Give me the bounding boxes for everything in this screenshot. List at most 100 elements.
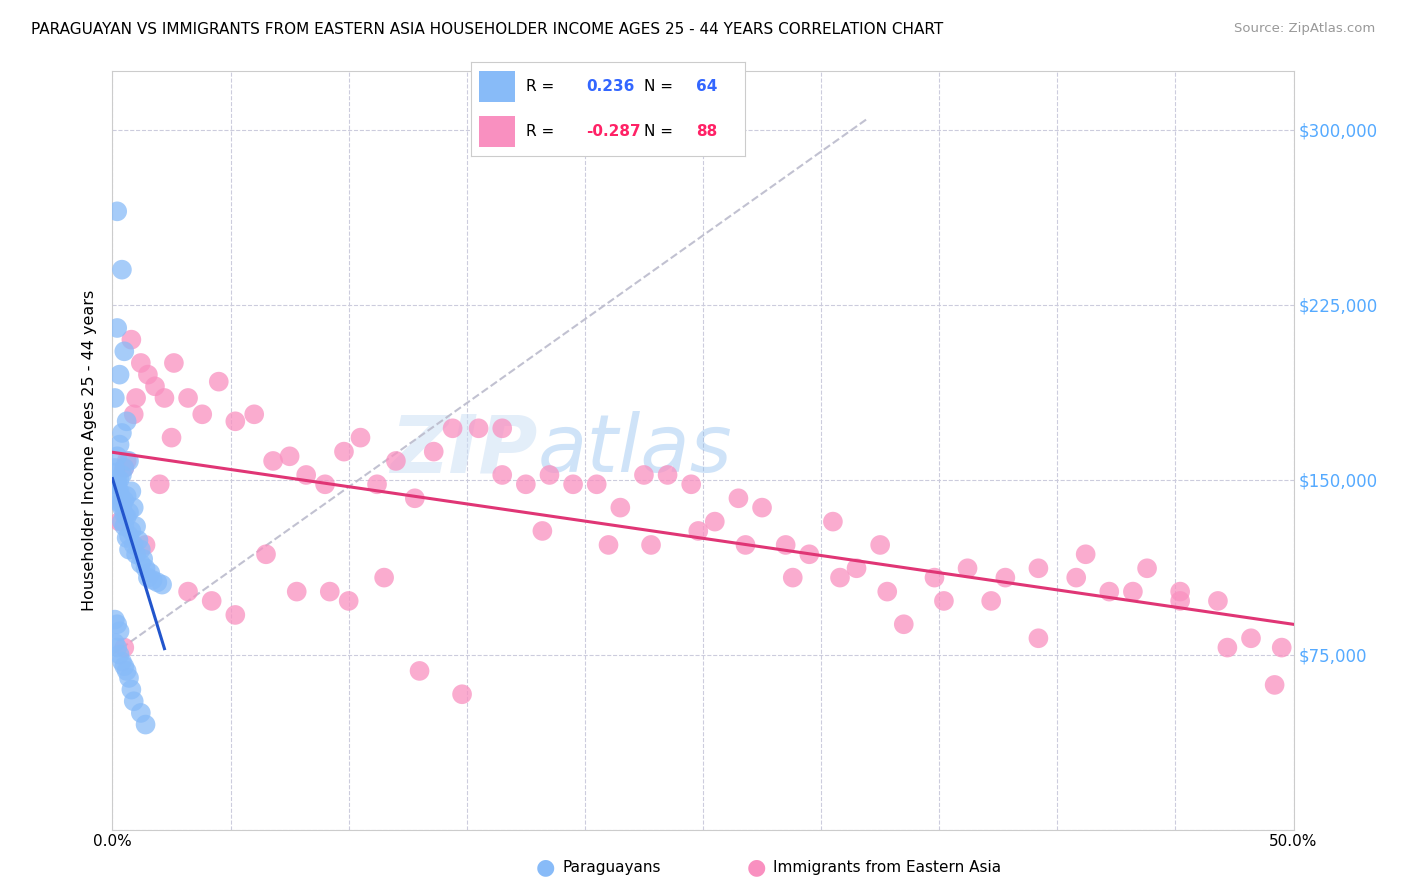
Point [120, 682, 142, 697]
Point [1074, 547, 1097, 561]
Point [122, 694, 145, 708]
Point [118, 505, 141, 519]
Point [135, 538, 157, 552]
Text: N =: N = [644, 124, 672, 139]
Point [104, 391, 127, 405]
Point [191, 407, 214, 421]
Text: 88: 88 [696, 124, 717, 139]
Point [799, 547, 821, 561]
Point [125, 519, 148, 533]
Point [115, 510, 138, 524]
Point [1122, 584, 1144, 599]
Text: ●: ● [536, 857, 555, 877]
Point [278, 450, 301, 464]
Point [125, 547, 148, 561]
Point [515, 477, 537, 491]
Point [108, 648, 131, 662]
Point [111, 425, 134, 440]
Point [115, 489, 138, 503]
Point [111, 262, 134, 277]
Point [112, 519, 135, 533]
Text: Immigrants from Eastern Asia: Immigrants from Eastern Asia [773, 860, 1001, 874]
Point [876, 584, 898, 599]
Text: R =: R = [526, 78, 554, 94]
Point [562, 477, 585, 491]
Point [404, 491, 426, 506]
Text: 0.236: 0.236 [586, 78, 634, 94]
Point [1028, 632, 1050, 646]
Point [633, 467, 655, 482]
Point [828, 571, 851, 585]
Point [295, 467, 318, 482]
Point [703, 515, 725, 529]
Point [1206, 594, 1229, 608]
Point [108, 368, 131, 382]
Point [782, 571, 804, 585]
Point [751, 500, 773, 515]
Point [285, 584, 308, 599]
Point [366, 477, 388, 491]
FancyBboxPatch shape [479, 116, 515, 147]
Point [441, 421, 464, 435]
Point [120, 524, 142, 538]
Text: -0.287: -0.287 [586, 124, 641, 139]
Point [115, 664, 138, 678]
Point [1271, 640, 1294, 655]
Point [118, 454, 141, 468]
Point [104, 613, 127, 627]
Point [105, 321, 128, 335]
Point [201, 594, 224, 608]
Point [208, 375, 231, 389]
Point [1168, 594, 1191, 608]
Point [135, 561, 157, 575]
Point [1136, 561, 1159, 575]
Point [160, 431, 183, 445]
Point [1216, 640, 1239, 655]
Point [177, 391, 200, 405]
Point [538, 467, 561, 482]
Point [112, 640, 135, 655]
Point [373, 571, 395, 585]
FancyBboxPatch shape [479, 70, 515, 102]
Point [149, 477, 172, 491]
Point [108, 473, 131, 487]
Point [153, 391, 176, 405]
Point [1098, 584, 1121, 599]
Point [105, 640, 128, 655]
Point [1028, 561, 1050, 575]
Point [224, 607, 246, 622]
Text: Paraguayans: Paraguayans [562, 860, 661, 874]
Point [108, 515, 131, 529]
Point [142, 573, 165, 587]
Point [869, 538, 891, 552]
Point [177, 584, 200, 599]
Text: ZIP: ZIP [391, 411, 537, 490]
Point [585, 477, 607, 491]
Point [408, 664, 430, 678]
Point [129, 557, 152, 571]
Point [132, 552, 155, 566]
Point [1168, 584, 1191, 599]
Point [598, 538, 620, 552]
Point [127, 533, 149, 548]
Point [108, 484, 131, 499]
Point [105, 204, 128, 219]
Point [319, 584, 342, 599]
Point [111, 515, 134, 529]
Point [120, 484, 142, 499]
Y-axis label: Householder Income Ages 25 - 44 years: Householder Income Ages 25 - 44 years [82, 290, 97, 611]
Point [129, 356, 152, 370]
Point [105, 477, 128, 491]
Point [688, 524, 710, 538]
Point [640, 538, 662, 552]
Point [980, 594, 1002, 608]
Point [262, 454, 284, 468]
Point [122, 538, 145, 552]
Point [224, 414, 246, 428]
Text: ●: ● [747, 857, 766, 877]
Point [491, 467, 513, 482]
Point [893, 617, 915, 632]
Point [112, 659, 135, 673]
Point [122, 407, 145, 421]
Point [333, 444, 356, 458]
